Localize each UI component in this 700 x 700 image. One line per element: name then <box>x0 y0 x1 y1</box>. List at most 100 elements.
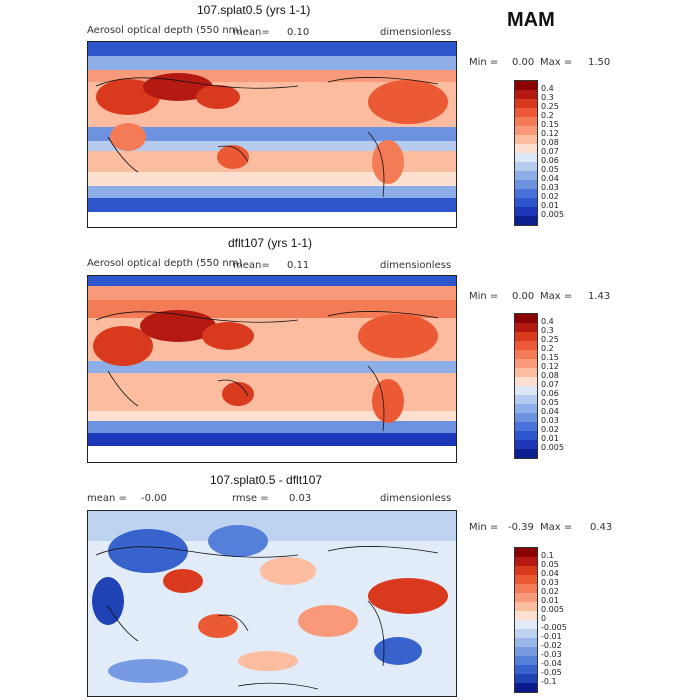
panel3-min-label: Min = <box>469 522 499 533</box>
legend-swatch <box>515 135 537 144</box>
legend-swatch <box>515 368 537 377</box>
legend-swatch <box>515 638 537 647</box>
panel2-mean-label: mean= <box>233 260 270 271</box>
panel1-map <box>87 41 457 228</box>
panel1-title: 107.splat0.5 (yrs 1-1) <box>197 3 311 17</box>
legend-swatch <box>515 611 537 620</box>
legend-swatch <box>515 593 537 602</box>
legend-swatch <box>515 566 537 575</box>
legend-swatch <box>515 216 537 225</box>
legend-swatch <box>515 395 537 404</box>
legend-tick: 0.04 <box>541 407 559 416</box>
panel3-legend-bar <box>514 547 538 693</box>
legend-swatch <box>515 377 537 386</box>
legend-swatch <box>515 207 537 216</box>
legend-tick: 0.01 <box>541 201 559 210</box>
panel1-mean-label: mean= <box>233 27 270 38</box>
legend-tick: 0.15 <box>541 120 559 129</box>
legend-tick: 0.07 <box>541 147 559 156</box>
panel3-max-value: 0.43 <box>590 522 613 533</box>
legend-swatch <box>515 422 537 431</box>
panel2-title: dflt107 (yrs 1-1) <box>228 236 313 250</box>
legend-tick: 0.005 <box>541 210 564 219</box>
legend-swatch <box>515 404 537 413</box>
panel1-variable-label: Aerosol optical depth (550 nm) <box>87 25 243 36</box>
panel2-legend-labels: 0.4 0.3 0.25 0.2 0.15 0.12 0.08 0.07 0.0… <box>541 313 581 457</box>
legend-swatch <box>515 341 537 350</box>
legend-swatch <box>515 350 537 359</box>
legend-tick: 0.3 <box>541 326 554 335</box>
legend-swatch <box>515 431 537 440</box>
legend-tick: 0.15 <box>541 353 559 362</box>
legend-swatch <box>515 440 537 449</box>
legend-swatch <box>515 314 537 323</box>
legend-tick: 0.01 <box>541 596 559 605</box>
panel1-max-value: 1.50 <box>588 57 611 68</box>
legend-tick: -0.03 <box>541 650 562 659</box>
legend-swatch <box>515 162 537 171</box>
legend-tick: -0.005 <box>541 623 567 632</box>
legend-tick: 0.08 <box>541 371 559 380</box>
legend-tick: 0.05 <box>541 165 559 174</box>
panel1-min-value: 0.00 <box>512 57 535 68</box>
panel3-legend-labels: 0.1 0.05 0.04 0.03 0.02 0.01 0.005 0 -0.… <box>541 547 585 691</box>
legend-swatch <box>515 584 537 593</box>
season-label: MAM <box>507 9 555 31</box>
legend-tick: 0.005 <box>541 443 564 452</box>
legend-swatch <box>515 144 537 153</box>
legend-swatch <box>515 674 537 683</box>
legend-swatch <box>515 602 537 611</box>
legend-tick: 0.03 <box>541 416 559 425</box>
panel3-max-label: Max = <box>540 522 573 533</box>
legend-tick: 0.03 <box>541 183 559 192</box>
legend-swatch <box>515 99 537 108</box>
legend-swatch <box>515 413 537 422</box>
panel3-map <box>87 510 457 697</box>
legend-tick: -0.01 <box>541 632 562 641</box>
panel2-units: dimensionless <box>380 260 452 271</box>
legend-tick: 0.05 <box>541 398 559 407</box>
legend-swatch <box>515 647 537 656</box>
legend-swatch <box>515 575 537 584</box>
panel3-rmse-value: 0.03 <box>289 493 312 504</box>
legend-swatch <box>515 665 537 674</box>
legend-tick: 0.06 <box>541 156 559 165</box>
legend-swatch <box>515 548 537 557</box>
legend-tick: 0.01 <box>541 434 559 443</box>
legend-tick: 0.2 <box>541 344 554 353</box>
legend-tick: 0.25 <box>541 102 559 111</box>
legend-tick: 0.07 <box>541 380 559 389</box>
legend-tick: -0.1 <box>541 677 557 686</box>
legend-tick: 0.1 <box>541 551 554 560</box>
panel1-map-field <box>88 42 456 227</box>
legend-swatch <box>515 323 537 332</box>
legend-tick: -0.04 <box>541 659 562 668</box>
legend-tick: 0.08 <box>541 138 559 147</box>
panel2-max-label: Max = <box>540 291 573 302</box>
legend-swatch <box>515 180 537 189</box>
legend-swatch <box>515 90 537 99</box>
panel3-title: 107.splat0.5 - dflt107 <box>210 473 323 487</box>
legend-tick: 0.12 <box>541 129 559 138</box>
legend-swatch <box>515 620 537 629</box>
panel3-min-value: -0.39 <box>508 522 534 533</box>
legend-tick: 0.4 <box>541 317 554 326</box>
panel1-max-label: Max = <box>540 57 573 68</box>
legend-swatch <box>515 81 537 90</box>
legend-swatch <box>515 449 537 458</box>
legend-tick: 0.06 <box>541 389 559 398</box>
legend-tick: 0.25 <box>541 335 559 344</box>
legend-tick: 0.2 <box>541 111 554 120</box>
panel2-map <box>87 275 457 463</box>
panel2-min-value: 0.00 <box>512 291 535 302</box>
panel3-units: dimensionless <box>380 493 452 504</box>
panel2-variable-label: Aerosol optical depth (550 nm) <box>87 258 243 269</box>
legend-tick: 0.02 <box>541 192 559 201</box>
legend-tick: 0.04 <box>541 569 559 578</box>
legend-swatch <box>515 171 537 180</box>
legend-swatch <box>515 153 537 162</box>
panel3-rmse-label: rmse = <box>232 493 269 504</box>
legend-swatch <box>515 359 537 368</box>
legend-swatch <box>515 117 537 126</box>
panel2-map-field <box>88 276 456 462</box>
